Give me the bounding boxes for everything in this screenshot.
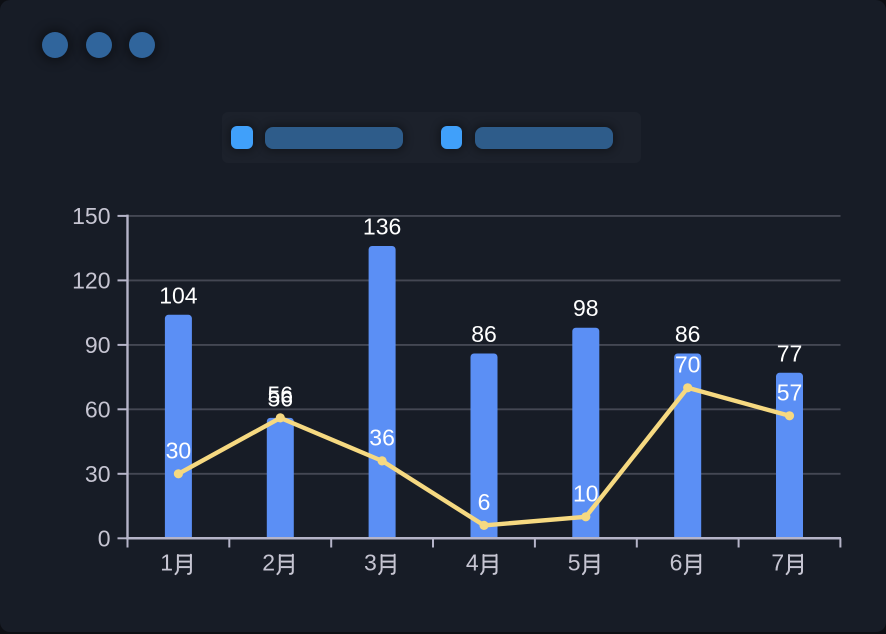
svg-text:5: 5	[568, 550, 581, 576]
svg-text:30: 30	[85, 461, 111, 487]
svg-text:36: 36	[369, 424, 395, 450]
svg-text:6: 6	[670, 550, 683, 576]
svg-text:0: 0	[98, 526, 111, 552]
svg-text:120: 120	[72, 268, 110, 294]
svg-text:30: 30	[166, 437, 192, 463]
svg-text:136: 136	[363, 214, 401, 240]
svg-text:56: 56	[268, 385, 294, 411]
svg-text:6: 6	[478, 489, 491, 515]
svg-text:10: 10	[573, 480, 599, 506]
svg-text:57: 57	[777, 379, 803, 405]
svg-text:70: 70	[675, 351, 701, 377]
svg-text:90: 90	[85, 332, 111, 358]
svg-text:2: 2	[262, 550, 275, 576]
svg-text:3: 3	[364, 550, 377, 576]
svg-text:104: 104	[159, 282, 198, 308]
svg-text:60: 60	[85, 397, 111, 423]
svg-text:86: 86	[471, 321, 497, 347]
svg-text:56: 56	[268, 381, 294, 407]
svg-text:150: 150	[72, 203, 110, 229]
svg-text:7: 7	[771, 550, 784, 576]
svg-text:1: 1	[160, 550, 173, 576]
svg-text:77: 77	[777, 340, 803, 366]
svg-text:98: 98	[573, 295, 599, 321]
svg-text:86: 86	[675, 321, 701, 347]
svg-text:4: 4	[466, 550, 479, 576]
